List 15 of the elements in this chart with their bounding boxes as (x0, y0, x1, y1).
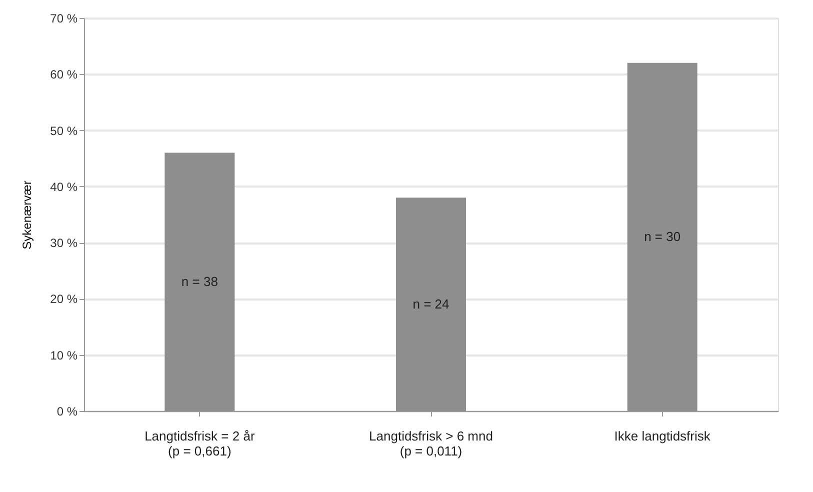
annotation: n = 30 (644, 228, 681, 244)
y-tick-label: 60 % (50, 68, 78, 82)
x-tick-label: Langtidsfrisk = 2 år (p = 0,661) (144, 428, 256, 458)
x-tick-label: Langtidsfrisk > 6 mnd (p = 0,011) (369, 428, 493, 458)
y-tick-label: 70 % (50, 12, 78, 26)
y-axis-title: Sykenærvær (20, 180, 34, 250)
y-tick-label: 20 % (50, 292, 78, 306)
y-tick-label: 30 % (50, 236, 78, 250)
x-tick-label: Ikke langtidsfrisk (614, 428, 711, 444)
y-tick-label: 0 % (56, 404, 78, 418)
annotation: n = 38 (181, 274, 218, 289)
y-tick-label: 50 % (50, 124, 78, 138)
annotation: n = 24 (412, 296, 450, 312)
y-tick-label: 40 % (50, 180, 78, 194)
y-tick-label: 10 % (50, 348, 78, 362)
